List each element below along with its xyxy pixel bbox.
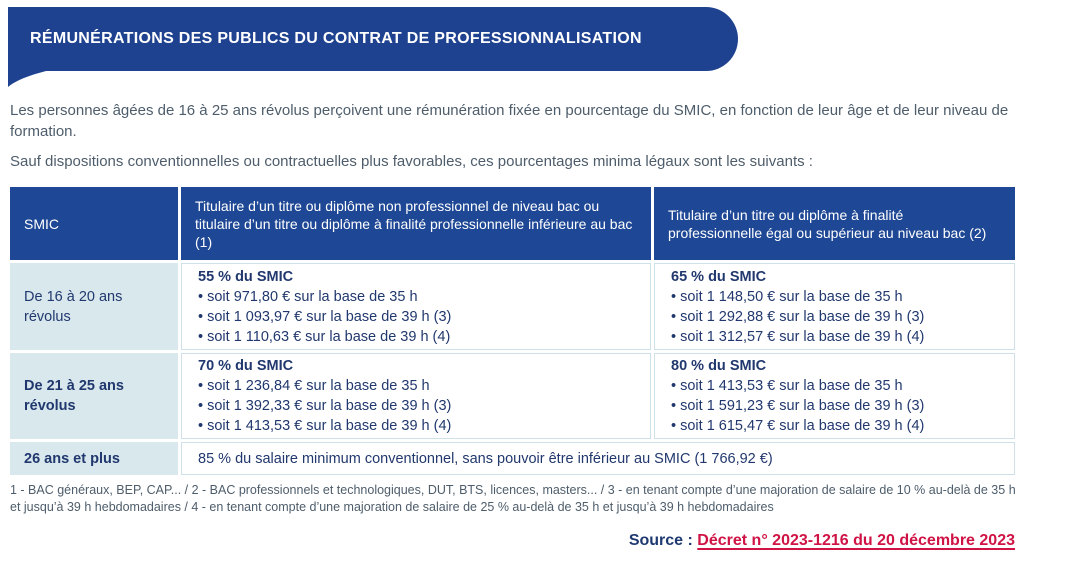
rate-cell-16-20-above-bac: 65 % du SMIC • soit 1 148,50 € sur la ba… bbox=[654, 263, 1015, 350]
bullet-item: • soit 1 312,57 € sur la base de 39 h (4… bbox=[671, 328, 925, 345]
rate-cell-21-25-above-bac: 80 % du SMIC • soit 1 413,53 € sur la ba… bbox=[654, 353, 1015, 439]
rate-title: 70 % du SMIC bbox=[198, 358, 294, 374]
intro-paragraph-1: Les personnes âgées de 16 à 25 ans révol… bbox=[10, 102, 1009, 140]
page: RÉMUNÉRATIONS DES PUBLICS DU CONTRAT DE … bbox=[0, 7, 1079, 572]
bullet-item: • soit 1 615,47 € sur la base de 39 h (4… bbox=[671, 418, 925, 434]
remuneration-table: SMIC Titulaire d’un titre ou diplôme non… bbox=[10, 187, 1015, 475]
bullet-item: • soit 1 236,84 € sur la base de 35 h bbox=[198, 378, 430, 394]
rate-title: 65 % du SMIC bbox=[671, 268, 767, 285]
header-cell-diploma-above-bac: Titulaire d’un titre ou diplôme à finali… bbox=[654, 187, 1015, 260]
rate-cell-26-plus: 85 % du salaire minimum conventionnel, s… bbox=[181, 442, 1015, 475]
rate-title: 80 % du SMIC bbox=[671, 358, 767, 374]
bullet-item: • soit 1 591,23 € sur la base de 39 h (3… bbox=[671, 398, 925, 414]
bullet-item: • soit 1 110,63 € sur la base de 39 h (4… bbox=[198, 328, 451, 345]
intro-paragraph-2: Sauf dispositions conventionnelles ou co… bbox=[10, 153, 813, 170]
bullet-item: • soit 1 292,88 € sur la base de 39 h (3… bbox=[671, 308, 925, 325]
header-cell-diploma-below-bac: Titulaire d’un titre ou diplôme non prof… bbox=[181, 187, 651, 260]
age-cell-16-20: De 16 à 20 ans révolus bbox=[10, 263, 178, 350]
bullet-item: • soit 1 093,97 € sur la base de 39 h (3… bbox=[198, 308, 452, 325]
rate-title: 55 % du SMIC bbox=[198, 268, 294, 285]
rate-cell-21-25-below-bac: 70 % du SMIC • soit 1 236,84 € sur la ba… bbox=[181, 353, 651, 439]
age-cell-26-plus: 26 ans et plus bbox=[10, 442, 178, 475]
bullet-item: • soit 1 413,53 € sur la base de 35 h bbox=[671, 378, 903, 394]
bullet-item: • soit 1 392,33 € sur la base de 39 h (3… bbox=[198, 398, 452, 414]
source-line: Source : Décret n° 2023-1216 du 20 décem… bbox=[10, 532, 1015, 550]
bullet-item: • soit 1 148,50 € sur la base de 35 h bbox=[671, 288, 903, 305]
source-link[interactable]: Décret n° 2023-1216 du 20 décembre 2023 bbox=[697, 532, 1015, 549]
age-cell-21-25: De 21 à 25 ans révolus bbox=[10, 353, 178, 439]
bullet-item: • soit 1 413,53 € sur la base de 39 h (4… bbox=[198, 418, 452, 434]
banner-tail-shape bbox=[8, 70, 50, 87]
page-title: RÉMUNÉRATIONS DES PUBLICS DU CONTRAT DE … bbox=[30, 30, 642, 47]
header-cell-smic: SMIC bbox=[10, 187, 178, 260]
footnotes: 1 - BAC généraux, BEP, CAP... / 2 - BAC … bbox=[10, 483, 1016, 514]
bullet-item: • soit 971,80 € sur la base de 35 h bbox=[198, 288, 418, 305]
source-label: Source : bbox=[628, 532, 693, 549]
title-banner: RÉMUNÉRATIONS DES PUBLICS DU CONTRAT DE … bbox=[8, 7, 738, 87]
rate-cell-16-20-below-bac: 55 % du SMIC • soit 971,80 € sur la base… bbox=[181, 263, 651, 350]
